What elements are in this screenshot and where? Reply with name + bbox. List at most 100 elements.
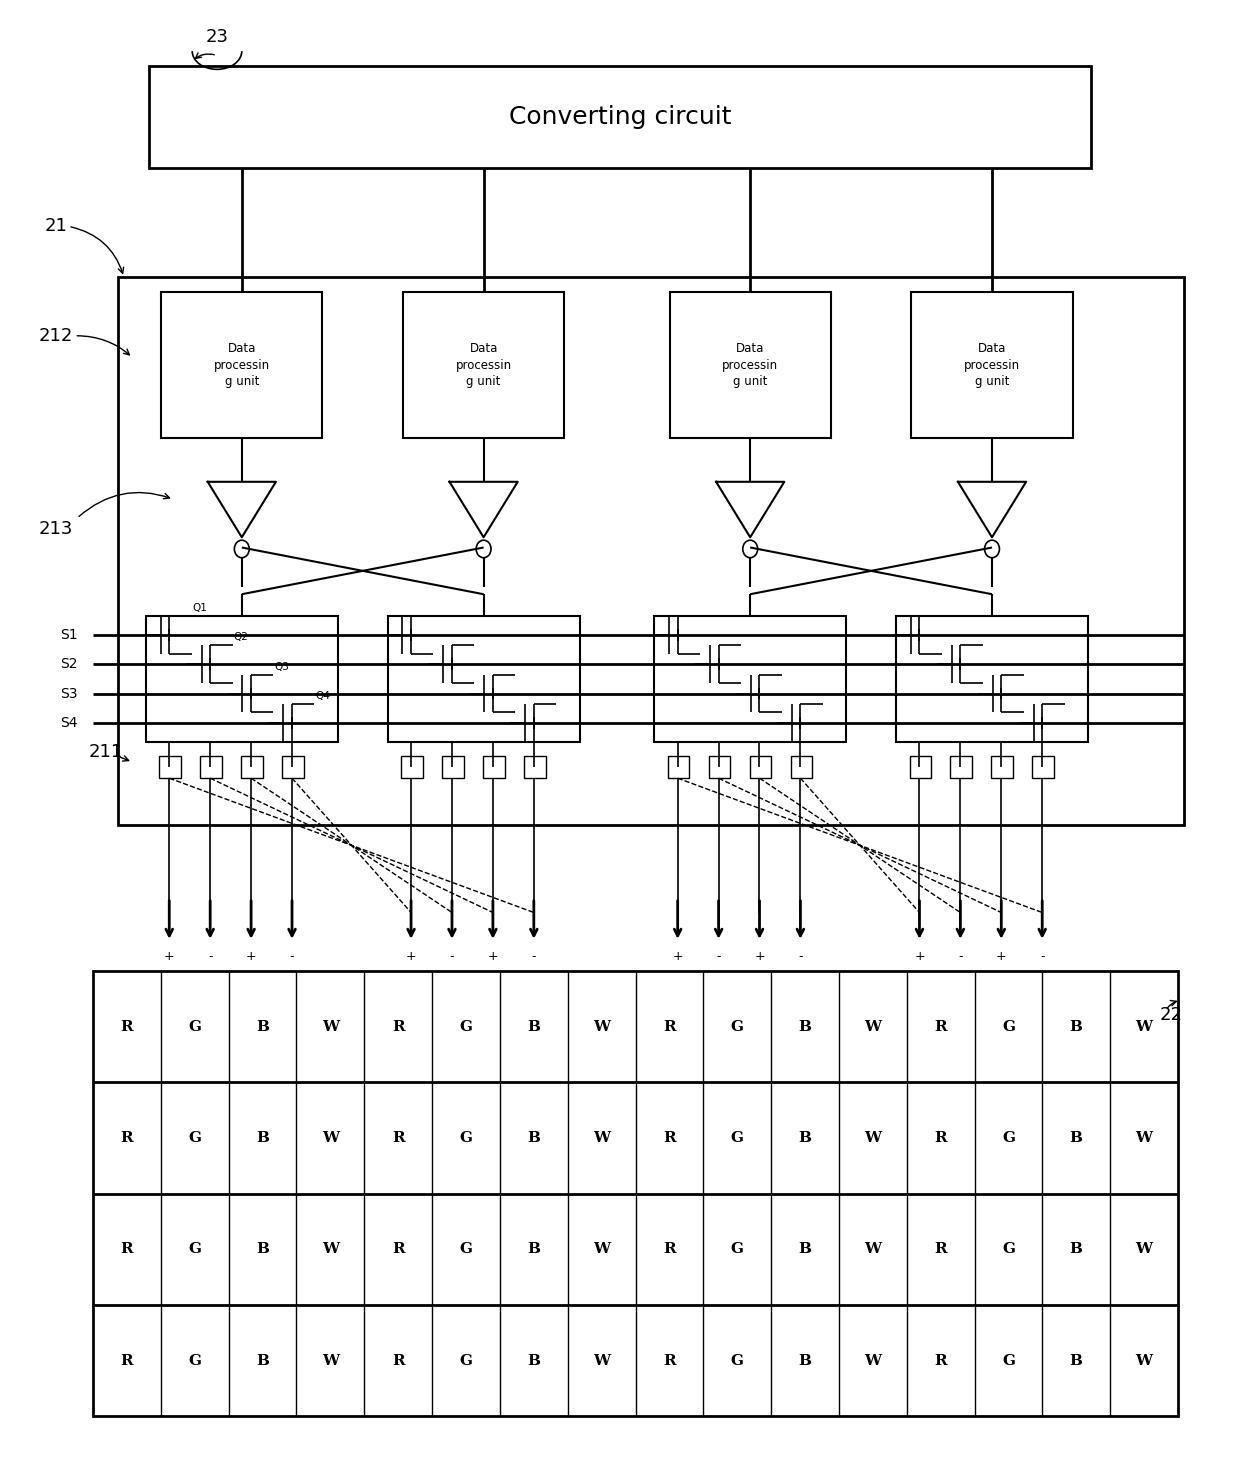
Text: B: B xyxy=(1070,1132,1083,1145)
Text: 22: 22 xyxy=(1159,1006,1183,1023)
Text: W: W xyxy=(1136,1132,1153,1145)
Text: R: R xyxy=(935,1019,947,1034)
FancyBboxPatch shape xyxy=(403,292,564,438)
Text: R: R xyxy=(392,1019,404,1034)
Text: R: R xyxy=(120,1132,133,1145)
Text: G: G xyxy=(188,1353,201,1368)
Text: W: W xyxy=(322,1132,339,1145)
Text: Converting circuit: Converting circuit xyxy=(508,105,732,128)
FancyBboxPatch shape xyxy=(93,971,1178,1416)
Text: W: W xyxy=(593,1019,610,1034)
Text: B: B xyxy=(799,1019,811,1034)
FancyBboxPatch shape xyxy=(1032,756,1054,778)
FancyBboxPatch shape xyxy=(895,616,1089,742)
Text: W: W xyxy=(1136,1353,1153,1368)
Text: R: R xyxy=(392,1242,404,1256)
FancyBboxPatch shape xyxy=(911,292,1073,438)
Text: G: G xyxy=(1002,1242,1016,1256)
Text: B: B xyxy=(799,1353,811,1368)
Text: -: - xyxy=(450,950,454,962)
Text: G: G xyxy=(730,1353,744,1368)
Text: B: B xyxy=(527,1019,541,1034)
Text: B: B xyxy=(1070,1019,1083,1034)
Text: S1: S1 xyxy=(61,628,78,642)
Text: G: G xyxy=(1002,1132,1016,1145)
Text: G: G xyxy=(188,1019,201,1034)
Text: B: B xyxy=(1070,1242,1083,1256)
FancyBboxPatch shape xyxy=(655,616,846,742)
Text: G: G xyxy=(460,1242,472,1256)
Text: G: G xyxy=(730,1242,744,1256)
Text: -: - xyxy=(208,950,212,962)
Text: +: + xyxy=(246,950,257,962)
FancyBboxPatch shape xyxy=(402,756,423,778)
Text: +: + xyxy=(672,950,683,962)
Text: -: - xyxy=(717,950,720,962)
Text: -: - xyxy=(532,950,536,962)
Text: 212: 212 xyxy=(38,327,73,345)
Text: R: R xyxy=(663,1019,676,1034)
FancyBboxPatch shape xyxy=(283,756,304,778)
FancyBboxPatch shape xyxy=(523,756,546,778)
Text: W: W xyxy=(864,1132,882,1145)
Text: W: W xyxy=(322,1242,339,1256)
Text: W: W xyxy=(593,1242,610,1256)
Text: W: W xyxy=(322,1353,339,1368)
Text: S4: S4 xyxy=(61,715,78,730)
Text: +: + xyxy=(164,950,175,962)
Text: G: G xyxy=(730,1019,744,1034)
FancyBboxPatch shape xyxy=(484,756,505,778)
Text: B: B xyxy=(255,1019,269,1034)
Text: R: R xyxy=(120,1242,133,1256)
Text: G: G xyxy=(460,1132,472,1145)
Text: +: + xyxy=(914,950,925,962)
Text: S3: S3 xyxy=(61,686,78,701)
FancyBboxPatch shape xyxy=(201,756,222,778)
Text: G: G xyxy=(730,1132,744,1145)
Text: 213: 213 xyxy=(38,520,73,537)
FancyBboxPatch shape xyxy=(387,616,580,742)
Text: Q1: Q1 xyxy=(192,603,207,613)
Text: G: G xyxy=(460,1353,472,1368)
Text: W: W xyxy=(322,1019,339,1034)
Text: G: G xyxy=(460,1019,472,1034)
FancyBboxPatch shape xyxy=(241,756,263,778)
FancyBboxPatch shape xyxy=(791,756,812,778)
Text: R: R xyxy=(392,1353,404,1368)
Text: B: B xyxy=(799,1132,811,1145)
Text: B: B xyxy=(255,1132,269,1145)
FancyBboxPatch shape xyxy=(159,756,181,778)
Text: G: G xyxy=(188,1242,201,1256)
Text: W: W xyxy=(1136,1242,1153,1256)
FancyBboxPatch shape xyxy=(670,292,831,438)
Text: G: G xyxy=(1002,1019,1016,1034)
Text: W: W xyxy=(593,1353,610,1368)
FancyBboxPatch shape xyxy=(910,756,931,778)
Text: W: W xyxy=(864,1353,882,1368)
Text: 211: 211 xyxy=(88,743,123,761)
Text: B: B xyxy=(527,1242,541,1256)
Text: B: B xyxy=(255,1242,269,1256)
Text: B: B xyxy=(799,1242,811,1256)
Text: R: R xyxy=(935,1242,947,1256)
Text: +: + xyxy=(487,950,498,962)
Text: Data
processin
g unit: Data processin g unit xyxy=(722,343,779,387)
Text: 23: 23 xyxy=(206,28,228,45)
Text: Q4: Q4 xyxy=(315,691,330,701)
Text: B: B xyxy=(527,1353,541,1368)
Text: +: + xyxy=(754,950,765,962)
Text: R: R xyxy=(120,1019,133,1034)
Text: -: - xyxy=(1040,950,1044,962)
Text: R: R xyxy=(663,1353,676,1368)
Text: +: + xyxy=(996,950,1007,962)
Text: -: - xyxy=(959,950,962,962)
FancyBboxPatch shape xyxy=(749,756,771,778)
Text: Data
processin
g unit: Data processin g unit xyxy=(963,343,1021,387)
Text: R: R xyxy=(120,1353,133,1368)
FancyBboxPatch shape xyxy=(146,616,337,742)
FancyBboxPatch shape xyxy=(161,292,322,438)
FancyBboxPatch shape xyxy=(992,756,1013,778)
Text: W: W xyxy=(1136,1019,1153,1034)
FancyBboxPatch shape xyxy=(709,756,730,778)
Text: Q3: Q3 xyxy=(274,661,289,672)
